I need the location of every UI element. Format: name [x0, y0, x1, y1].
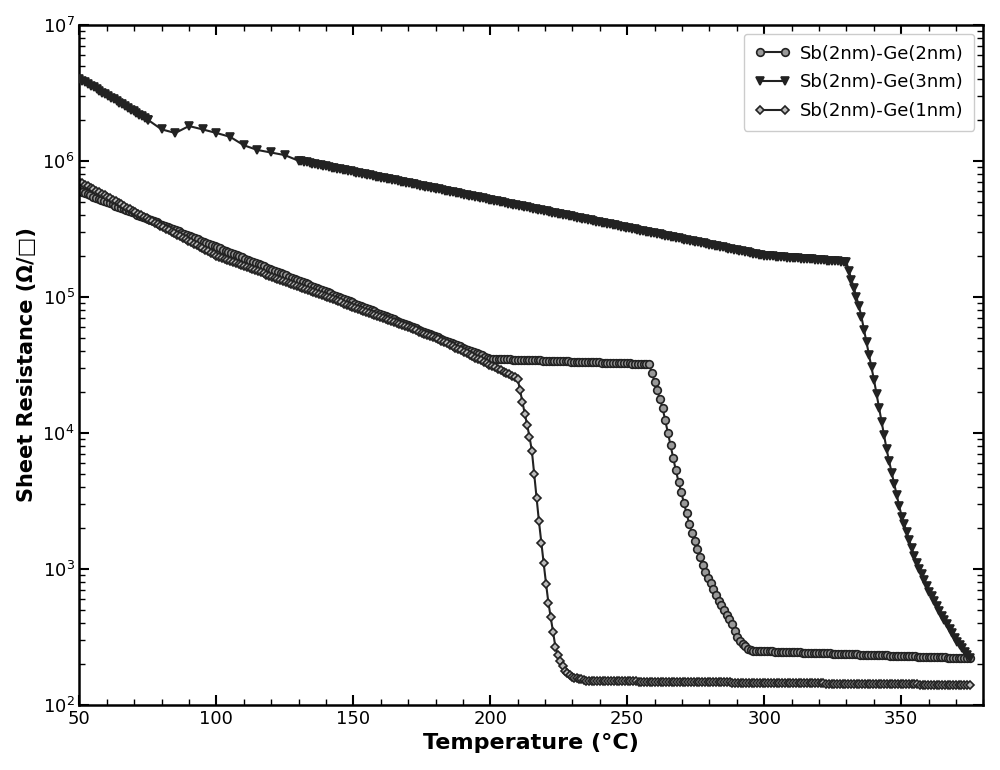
Sb(2nm)-Ge(3nm): [717, 243, 729, 252]
Sb(2nm)-Ge(3nm): [615, 222, 627, 231]
Sb(2nm)-Ge(2nm): [178, 229, 190, 239]
Sb(2nm)-Ge(2nm): [849, 650, 861, 659]
Sb(2nm)-Ge(1nm): [224, 256, 236, 266]
Sb(2nm)-Ge(1nm): [73, 177, 85, 186]
Sb(2nm)-Ge(1nm): [726, 678, 738, 687]
Sb(2nm)-Ge(3nm): [339, 166, 351, 175]
Legend: Sb(2nm)-Ge(2nm), Sb(2nm)-Ge(3nm), Sb(2nm)-Ge(1nm): Sb(2nm)-Ge(2nm), Sb(2nm)-Ge(3nm), Sb(2nm…: [744, 34, 974, 131]
Sb(2nm)-Ge(2nm): [964, 654, 976, 663]
Sb(2nm)-Ge(2nm): [316, 286, 328, 295]
Sb(2nm)-Ge(1nm): [135, 210, 147, 219]
X-axis label: Temperature (°C): Temperature (°C): [423, 733, 639, 753]
Sb(2nm)-Ge(2nm): [253, 259, 265, 269]
Sb(2nm)-Ge(1nm): [641, 677, 653, 686]
Sb(2nm)-Ge(3nm): [587, 216, 599, 226]
Line: Sb(2nm)-Ge(3nm): Sb(2nm)-Ge(3nm): [76, 75, 973, 662]
Sb(2nm)-Ge(3nm): [838, 257, 850, 266]
Sb(2nm)-Ge(2nm): [247, 257, 259, 266]
Sb(2nm)-Ge(1nm): [737, 678, 749, 688]
Line: Sb(2nm)-Ge(1nm): Sb(2nm)-Ge(1nm): [76, 179, 973, 688]
Sb(2nm)-Ge(1nm): [516, 397, 528, 407]
Sb(2nm)-Ge(2nm): [73, 186, 85, 196]
Sb(2nm)-Ge(1nm): [964, 681, 976, 690]
Sb(2nm)-Ge(3nm): [122, 103, 134, 112]
Line: Sb(2nm)-Ge(2nm): Sb(2nm)-Ge(2nm): [76, 187, 973, 662]
Sb(2nm)-Ge(2nm): [868, 651, 880, 660]
Y-axis label: Sheet Resistance (Ω/□): Sheet Resistance (Ω/□): [17, 227, 37, 502]
Sb(2nm)-Ge(3nm): [964, 654, 976, 663]
Sb(2nm)-Ge(3nm): [73, 74, 85, 83]
